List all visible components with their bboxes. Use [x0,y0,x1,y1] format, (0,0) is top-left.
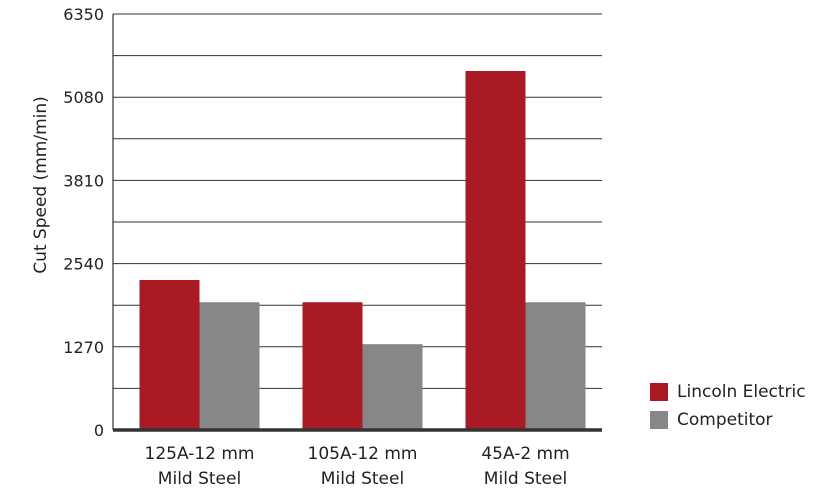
x-tick-label: 105A-12 mm Mild Steel [308,444,418,489]
bar-competitor [362,344,423,430]
legend: Lincoln Electric Competitor [650,378,806,434]
x-axis-labels: 125A-12 mm Mild Steel 105A-12 mm Mild Steel… [145,444,570,489]
y-axis-label: Cut Speed (mm/min) [31,96,51,274]
bar-competitor [199,302,260,430]
bar-lincoln-electric [465,70,526,431]
y-axis-ticks: 0 1270 2540 3810 5080 6350 [63,5,104,440]
legend-item-competitor: Competitor [650,406,806,434]
bars [139,70,586,431]
y-tick-label: 0 [94,421,104,440]
x-tick-label: 125A-12 mm Mild Steel [145,444,255,489]
y-tick-label: 6350 [63,5,104,24]
bar-lincoln-electric [139,279,200,430]
bar-lincoln-electric [302,302,363,430]
legend-item-lincoln-electric: Lincoln Electric [650,378,806,406]
legend-swatch-lincoln-electric [650,383,668,401]
legend-label-competitor: Competitor [677,410,773,430]
y-tick-label: 3810 [63,171,104,190]
y-tick-label: 1270 [63,338,104,357]
legend-label-lincoln-electric: Lincoln Electric [677,382,806,402]
y-tick-label: 5080 [63,88,104,107]
y-tick-label: 2540 [63,255,104,274]
x-tick-label: 45A-2 mm Mild Steel [481,444,569,489]
bar-competitor [525,302,586,430]
legend-swatch-competitor [650,411,668,429]
